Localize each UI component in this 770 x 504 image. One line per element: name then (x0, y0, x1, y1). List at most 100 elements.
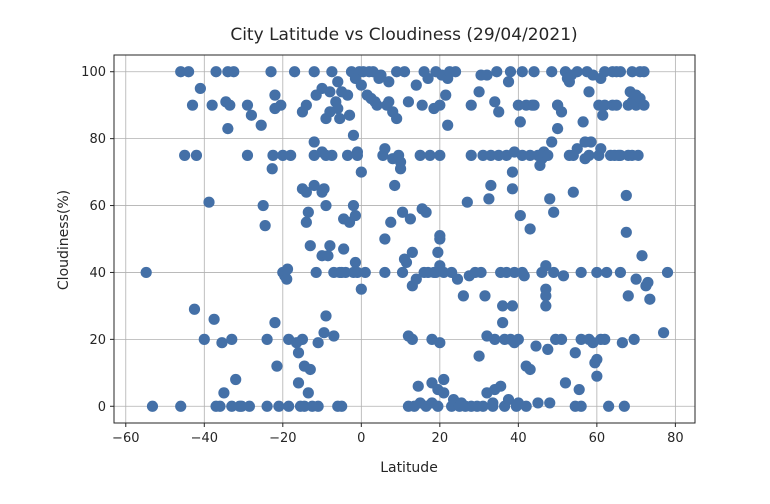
data-point (528, 99, 540, 111)
data-point (302, 387, 314, 399)
data-point (638, 66, 650, 78)
data-point (292, 347, 305, 359)
data-point (328, 330, 340, 342)
data-point (502, 393, 515, 406)
data-point (559, 377, 572, 389)
data-point (477, 149, 489, 161)
data-point (422, 72, 434, 85)
data-point (222, 123, 234, 135)
data-point (601, 266, 613, 279)
data-point (477, 400, 489, 412)
data-point (540, 283, 552, 295)
data-point (347, 129, 360, 141)
data-point (396, 206, 409, 218)
data-point (355, 283, 367, 295)
data-point (569, 347, 581, 359)
data-point (340, 266, 352, 279)
data-point (332, 76, 344, 88)
data-point (504, 66, 517, 78)
data-point (497, 317, 509, 329)
data-point (575, 266, 587, 279)
data-point (243, 400, 256, 412)
data-point (308, 66, 320, 78)
data-point (391, 66, 403, 78)
data-point (259, 220, 271, 232)
data-point (516, 66, 528, 78)
data-point (528, 66, 540, 78)
data-point (546, 66, 558, 78)
data-point (483, 193, 495, 205)
data-point (555, 106, 568, 118)
data-point (320, 310, 332, 322)
data-point (591, 353, 603, 366)
data-point (277, 149, 289, 161)
data-point (487, 400, 499, 412)
data-point (379, 143, 391, 155)
data-point (241, 99, 254, 111)
data-point (542, 149, 554, 161)
chart-title: City Latitude vs Cloudiness (29/04/2021) (230, 25, 577, 45)
data-point (518, 270, 530, 282)
x-tick-label: −40 (191, 431, 218, 446)
data-point (542, 343, 554, 355)
data-point (318, 327, 330, 339)
data-point (434, 99, 446, 111)
data-point (265, 66, 277, 78)
x-tick-label: −20 (269, 431, 296, 446)
data-point (300, 186, 312, 198)
data-point (524, 149, 536, 161)
data-point (261, 333, 273, 345)
data-point (512, 333, 524, 345)
data-point (338, 243, 350, 255)
data-point (273, 400, 285, 412)
data-point (266, 163, 278, 175)
y-tick-label: 0 (98, 400, 106, 415)
data-point (210, 66, 222, 78)
data-point (308, 179, 320, 192)
data-point (179, 149, 191, 161)
data-point (424, 149, 436, 161)
x-tick-label: 20 (432, 431, 449, 446)
data-point (438, 373, 450, 386)
data-point (644, 293, 656, 305)
data-point (481, 69, 493, 81)
data-point (188, 303, 201, 315)
data-point (583, 149, 595, 161)
data-point (375, 69, 387, 81)
data-point (473, 86, 485, 98)
data-point (636, 250, 648, 262)
data-point (434, 230, 446, 242)
data-point (351, 149, 363, 161)
data-point (457, 290, 469, 302)
data-point (230, 373, 242, 386)
data-point (218, 387, 230, 399)
data-point (300, 216, 312, 228)
data-point (583, 86, 595, 98)
data-point (312, 400, 324, 412)
data-point (347, 199, 360, 212)
data-point (475, 266, 487, 279)
data-point (383, 96, 395, 108)
data-point (228, 66, 240, 78)
data-point (326, 66, 338, 78)
data-point (296, 333, 309, 345)
data-point (281, 263, 294, 275)
data-point (269, 89, 281, 101)
data-point (532, 397, 544, 409)
data-point (599, 99, 611, 111)
data-point (461, 196, 473, 208)
data-point (591, 370, 603, 382)
data-point (214, 400, 226, 412)
data-point (524, 223, 536, 235)
data-point (320, 199, 332, 212)
data-point (642, 276, 654, 289)
data-point (473, 350, 485, 362)
data-point (322, 250, 334, 262)
data-point (432, 246, 444, 258)
data-point (614, 149, 627, 161)
data-point (638, 99, 650, 111)
data-point (349, 256, 362, 269)
data-point (257, 199, 269, 212)
data-point (603, 400, 615, 412)
data-point (406, 246, 418, 258)
